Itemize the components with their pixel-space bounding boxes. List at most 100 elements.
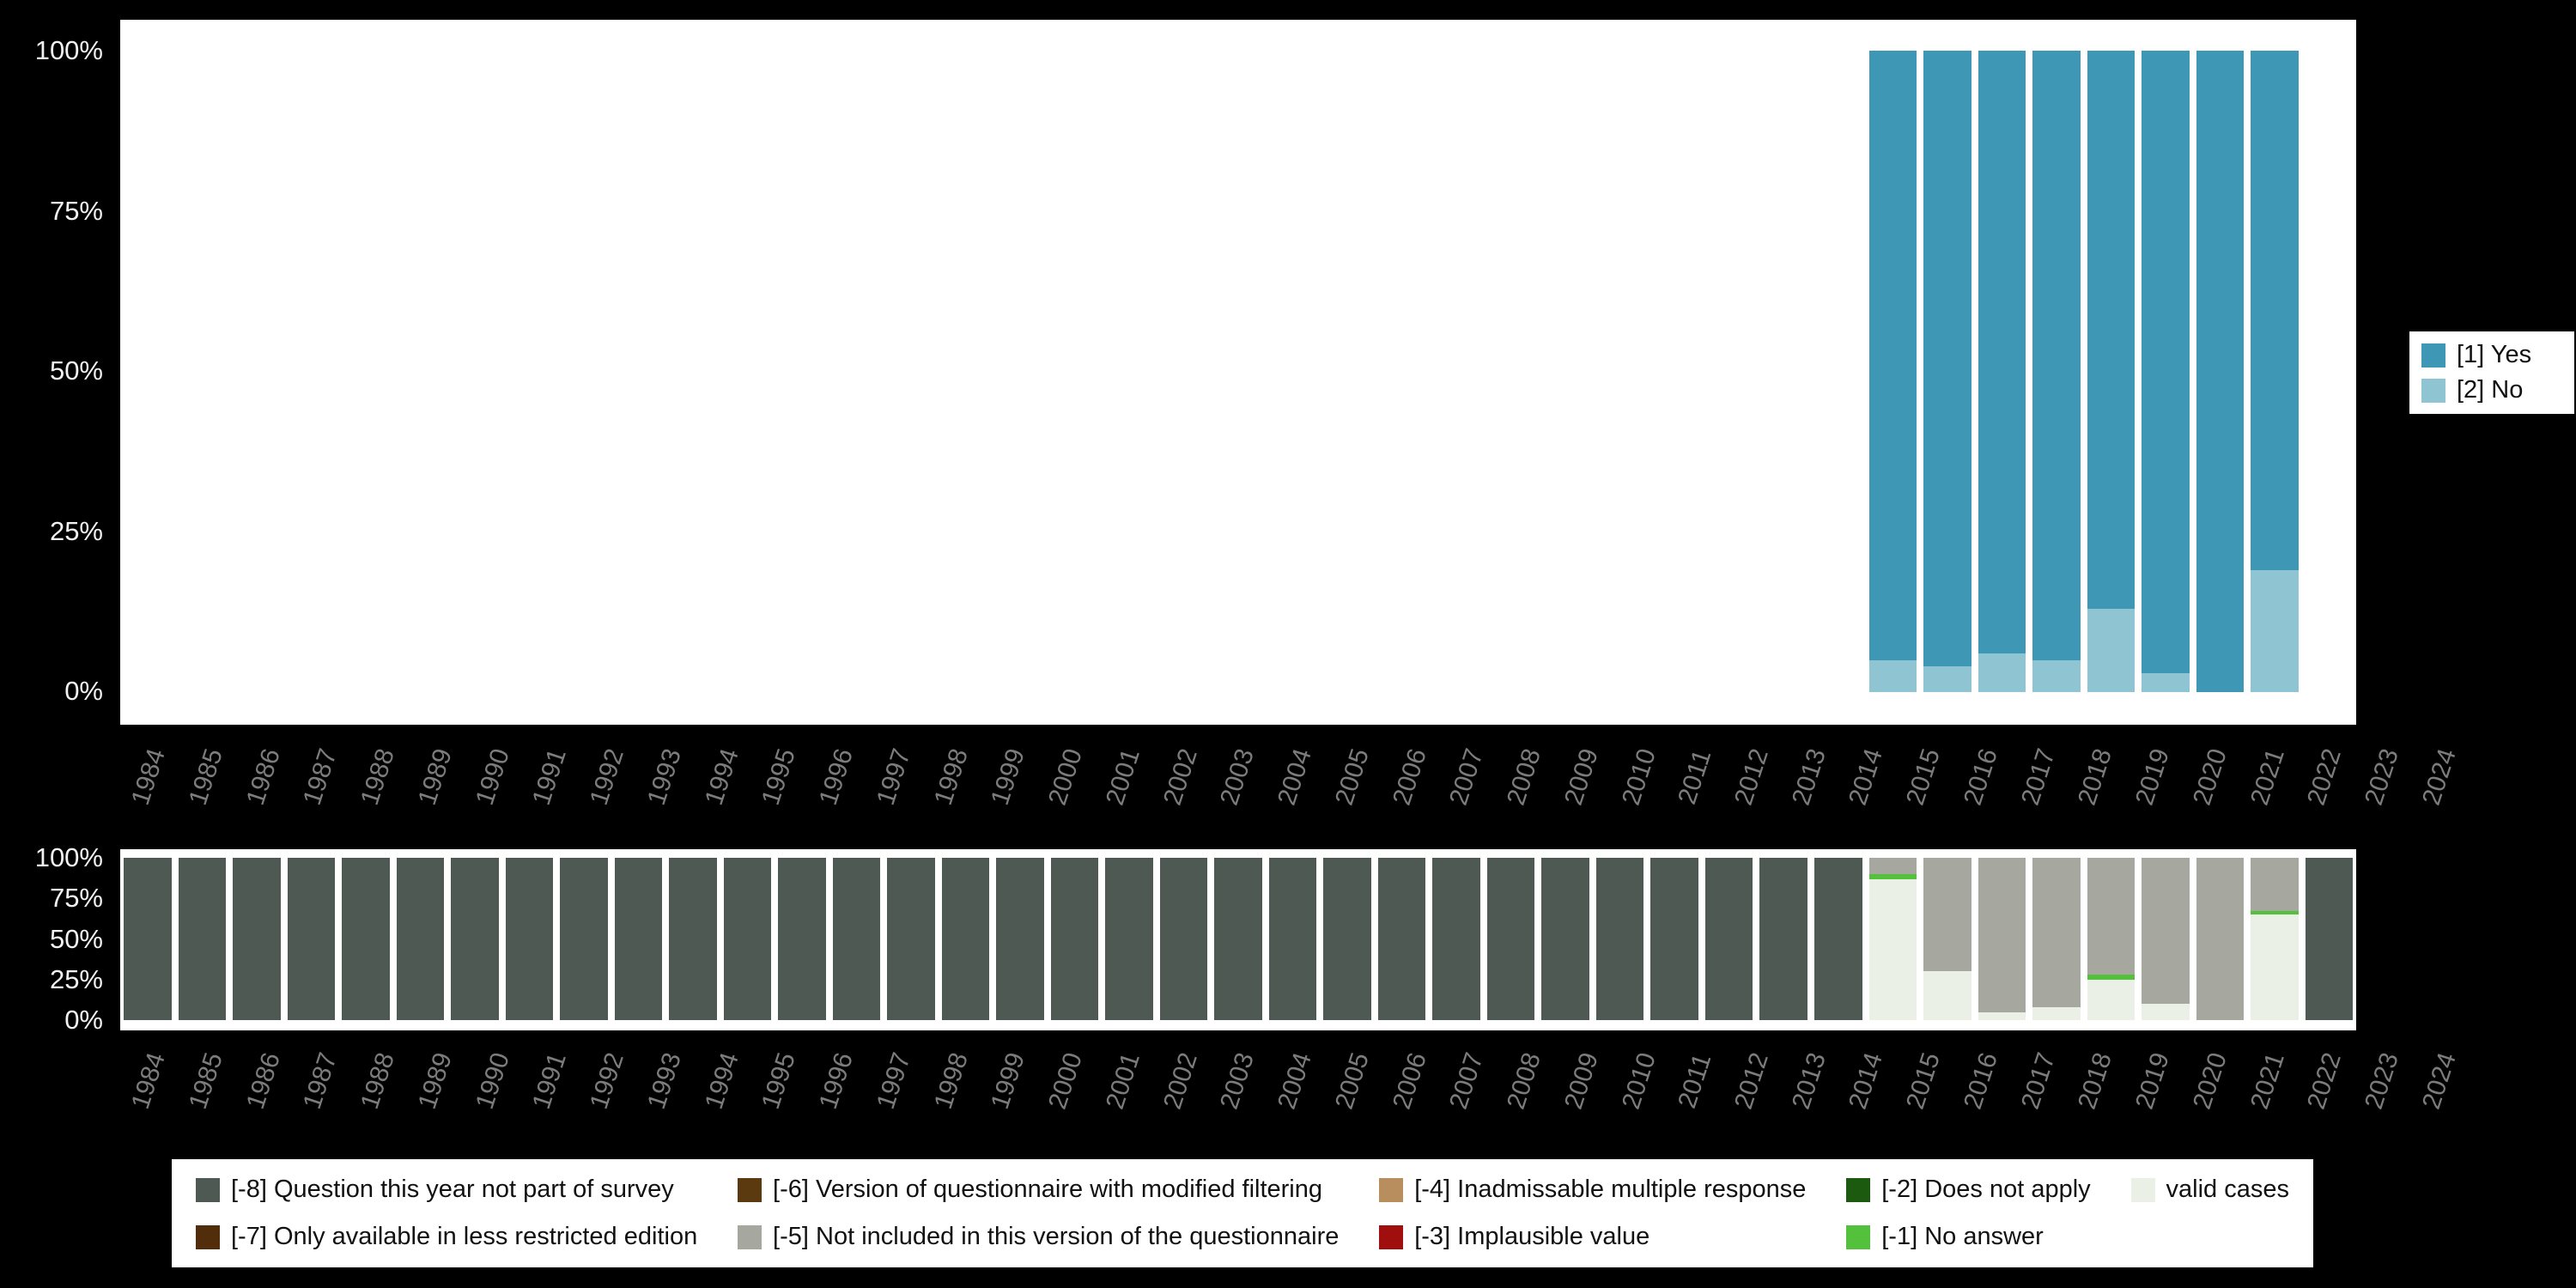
bar-slot-2010 [1538,51,1593,692]
bar-segment [1159,858,1208,1020]
bar-segment [614,858,663,1020]
top-chart-x-axis: 1984 1985 1986 1987 1988 1989 1990 1991 1992 1993… [120,732,2462,845]
x-tick-2013: 2013 [1781,1036,1838,1149]
x-tick-2024: 2024 [2411,1036,2469,1149]
bar-segment [2032,858,2081,1007]
bar-slot-2008 [1429,858,1484,1020]
x-tick-label: 2007 [1444,745,1490,809]
x-tick-label: 1995 [756,1049,802,1113]
x-tick-2006: 2006 [1382,732,1439,845]
bar-2022 [2196,51,2245,692]
x-tick-2014: 2014 [1838,732,1895,845]
bar-slot-1986 [229,858,284,1020]
x-tick-2020: 2020 [2182,732,2239,845]
bar-2009 [1486,858,1535,1020]
bar-slot-2014 [1756,51,1811,692]
bar-1995 [723,858,772,1020]
bar-segment [1759,858,1807,1020]
y-tick-label: 0% [64,676,103,706]
x-tick-1989: 1989 [407,1036,465,1149]
x-tick-1991: 1991 [521,732,579,845]
bar-segment [1214,858,1262,1020]
x-tick-2021: 2021 [2239,1036,2297,1149]
bar-slot-1985 [175,51,230,692]
x-tick-2014: 2014 [1838,1036,1895,1149]
bar-slot-2004 [1211,858,1266,1020]
x-tick-2002: 2002 [1152,1036,1210,1149]
legend-swatch [2421,378,2445,403]
x-tick-label: 1992 [584,1049,629,1113]
bar-2012 [1650,858,1698,1020]
x-tick-label: 2008 [1501,745,1546,809]
x-tick-label: 2024 [2416,745,2462,809]
bar-2016 [1868,858,1917,1020]
x-tick-label: 1988 [355,1049,400,1113]
bar-slot-1996 [775,858,829,1020]
x-tick-label: 1992 [584,745,629,809]
x-tick-label: 2000 [1042,745,1088,809]
y-tick-label: 50% [49,355,103,386]
x-tick-label: 2007 [1444,1049,1490,1113]
x-tick-label: 2010 [1616,745,1662,809]
bar-slot-2007 [1375,51,1430,692]
x-tick-2017: 2017 [2010,732,2068,845]
x-tick-label: 2011 [1673,1050,1717,1112]
bar-2001 [1050,858,1099,1020]
bar-slot-2018 [1975,51,2030,692]
x-tick-label: 2009 [1558,745,1604,809]
y-tick-label: 100% [34,35,103,65]
x-tick-2019: 2019 [2124,732,2182,845]
bar-segment [1486,858,1535,1020]
bar-2016 [1868,51,1917,692]
x-tick-2000: 2000 [1037,732,1095,845]
x-tick-label: 1997 [871,1049,916,1113]
bar-slot-2001 [1048,858,1103,1020]
bar-segment [1814,858,1862,1020]
x-tick-1987: 1987 [292,1036,349,1149]
bar-segment [1868,878,1917,1020]
bottom-chart-panel [120,849,2356,1030]
top-chart-bars [120,51,2356,692]
bar-slot-2009 [1484,858,1539,1020]
x-tick-label: 1998 [928,1049,974,1113]
bar-slot-1992 [556,51,611,692]
x-tick-label: 2016 [1958,1049,2003,1113]
top-chart-legend: [1] Yes [2] No [2409,331,2574,414]
x-tick-1992: 1992 [579,1036,636,1149]
bar-slot-1987 [284,858,339,1020]
x-tick-1996: 1996 [808,1036,866,1149]
bar-1992 [560,858,608,1020]
legend-item: [-8] Question this year not part of surv… [196,1176,697,1204]
bar-slot-2015 [1811,51,1866,692]
bar-segment [1868,858,1917,874]
bar-segment [2032,659,2081,692]
legend-item-label: [-5] Not included in this version of the… [773,1223,1340,1250]
bar-2018 [1978,51,2026,692]
bar-segment [1923,666,1971,692]
x-tick-label: 2022 [2302,745,2348,809]
bar-2010 [1541,858,1589,1020]
x-tick-label: 2020 [2187,1049,2233,1113]
bar-segment [1377,858,1426,1020]
x-tick-2006: 2006 [1382,1036,1439,1149]
bottom-chart-x-axis: 1984 1985 1986 1987 1988 1989 1990 1991 1992 1993… [120,1036,2462,1149]
x-tick-label: 1996 [813,1049,859,1113]
x-tick-label: 1988 [355,745,400,809]
bar-segment [1650,858,1698,1020]
y-tick-label: 75% [49,883,103,914]
bar-2002 [1105,858,1153,1020]
bar-segment [996,858,1044,1020]
bar-segment [1105,858,1153,1020]
bar-slot-2016 [1866,858,1921,1020]
bar-slot-2008 [1429,51,1484,692]
x-tick-2008: 2008 [1496,732,1553,845]
bar-segment [2142,858,2190,1005]
x-tick-label: 2014 [1844,745,1889,809]
legend-item: [-2] Does not apply [1846,1176,2091,1204]
x-tick-2003: 2003 [1209,1036,1267,1149]
bar-slot-2020 [2084,51,2139,692]
x-tick-1984: 1984 [120,732,178,845]
x-tick-label: 2012 [1728,745,1774,809]
x-tick-1991: 1991 [521,1036,579,1149]
bar-segment [1978,858,2026,1012]
